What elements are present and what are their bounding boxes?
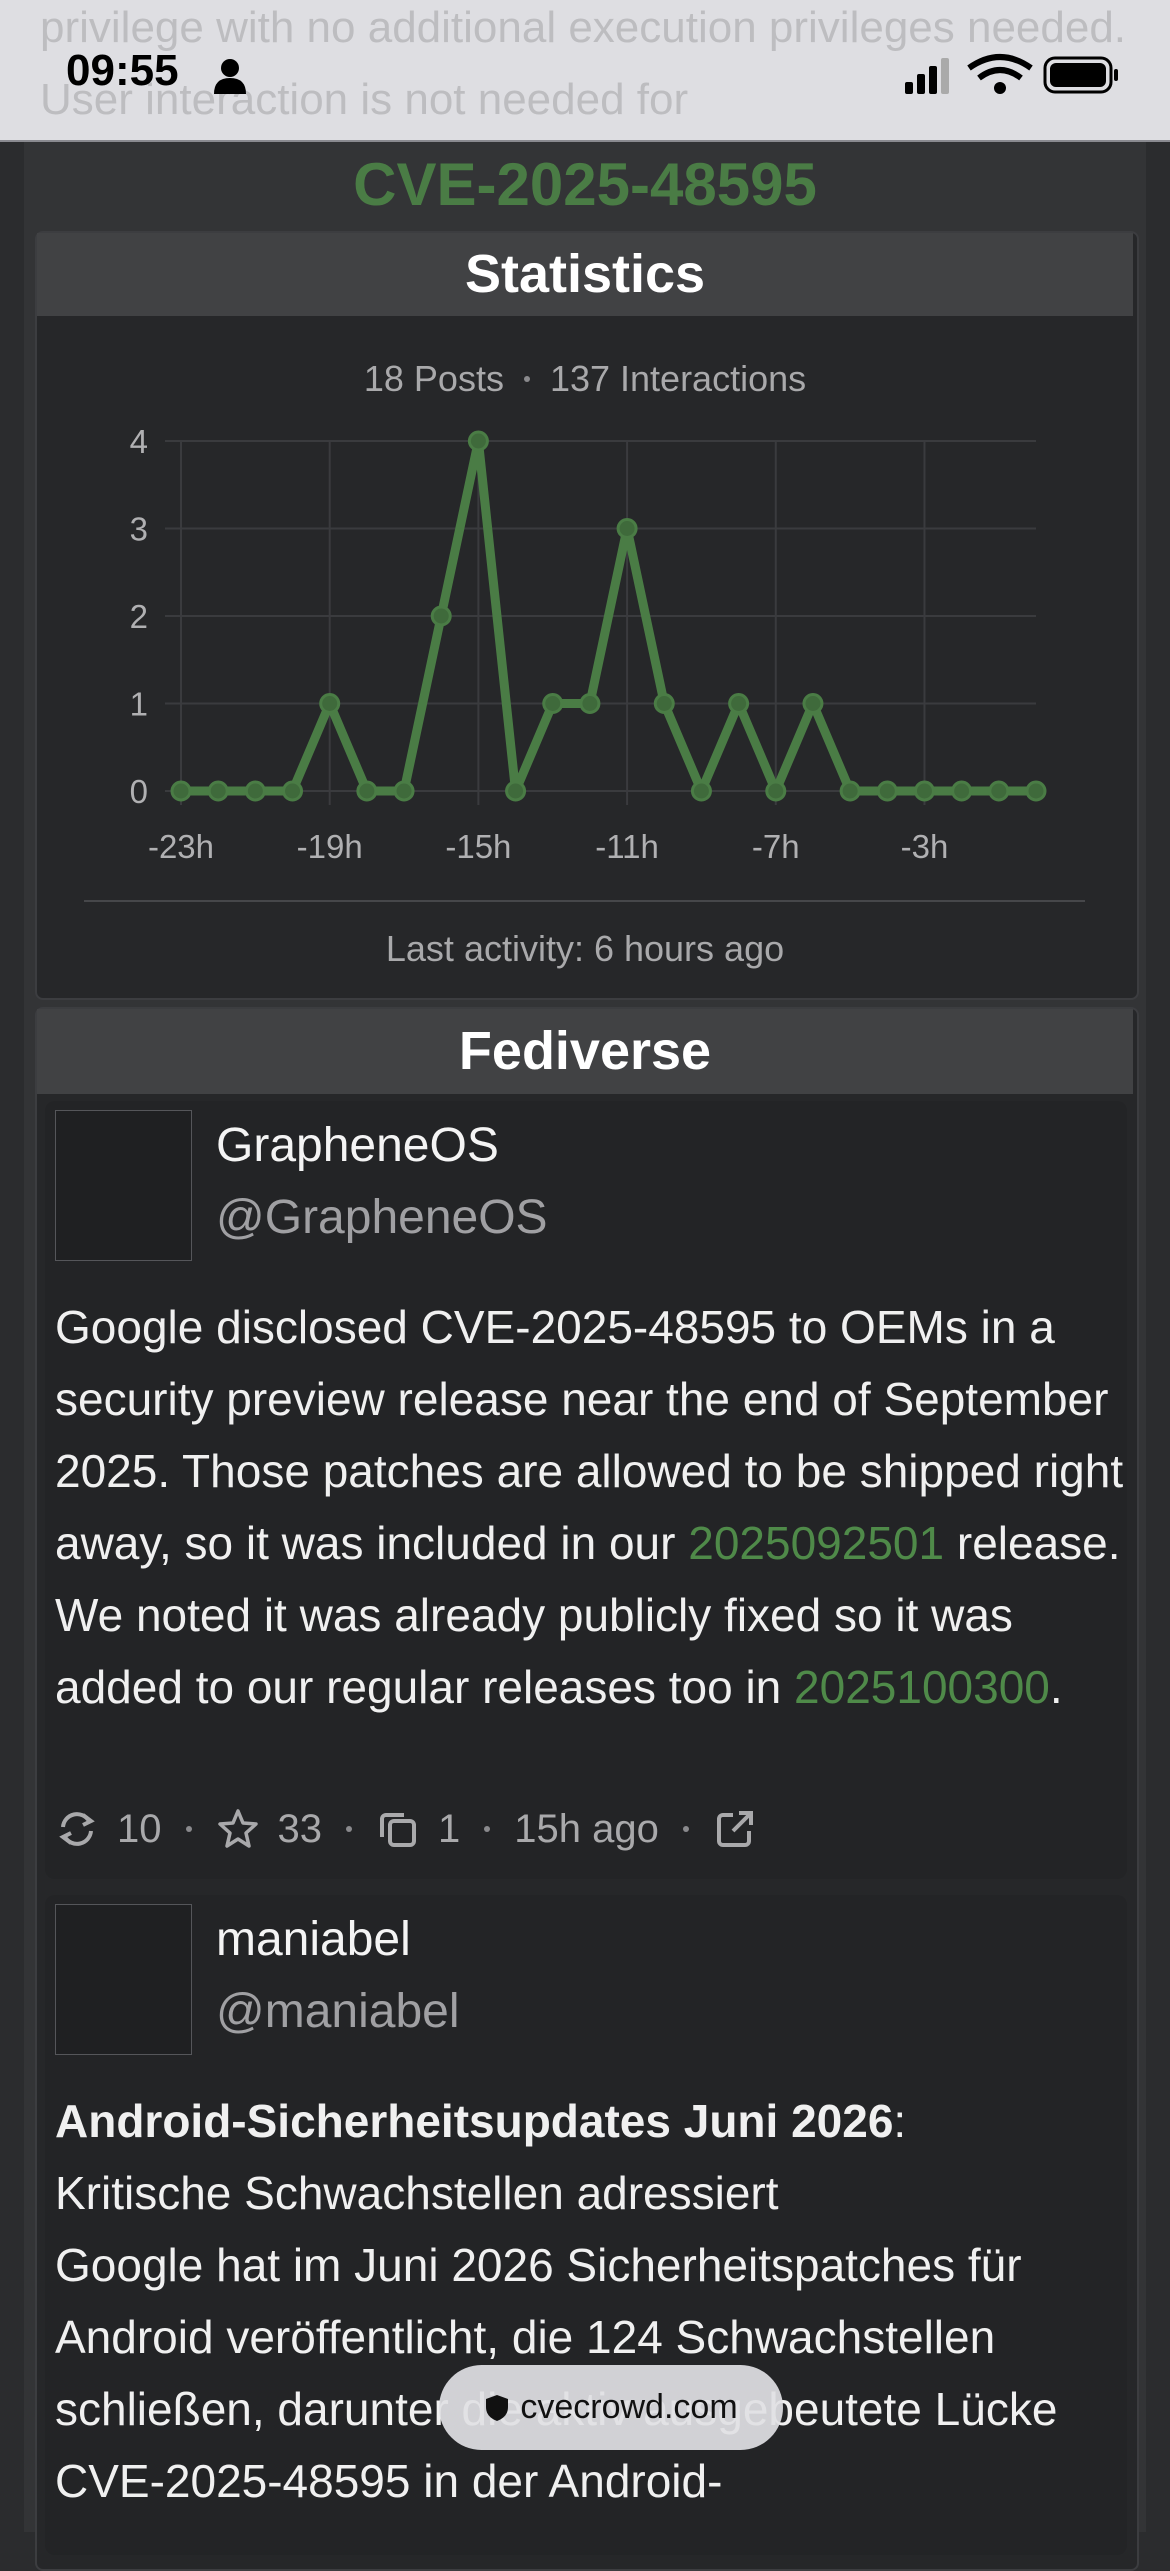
data-point [282, 780, 304, 802]
post-count: 18 Posts [363, 358, 504, 399]
data-point [728, 693, 750, 714]
post-body: Google disclosed CVE-2025-48595 to OEMs … [55, 1291, 1125, 1723]
open-external-icon[interactable] [713, 1807, 757, 1851]
data-point [913, 780, 935, 802]
separator [484, 1826, 491, 1832]
data-point [393, 780, 415, 802]
x-tick-label: -15h [445, 828, 511, 865]
status-bar: privilege with no additional execution p… [0, 0, 1170, 142]
data-point [467, 430, 489, 452]
separator [682, 1826, 689, 1832]
repost-count: 10 [117, 1806, 162, 1851]
data-point [542, 693, 564, 714]
statistics-summary: 18 Posts 137 Interactions [35, 358, 1135, 400]
data-point [1025, 780, 1047, 802]
url[interactable]: cvecrowd.com [520, 2388, 738, 2426]
statistics-header: Statistics [37, 233, 1133, 316]
data-point [430, 605, 452, 627]
data-point [505, 780, 527, 802]
author-handle[interactable]: @GrapheneOS [216, 1191, 548, 1244]
clock: 09:55 [66, 46, 179, 95]
post-heading: Android-Sicherheitsupdates Juni 2026 [55, 2095, 894, 2147]
interaction-count: 137 Interactions [549, 358, 807, 399]
separator [523, 376, 530, 382]
y-tick-label: 1 [130, 686, 148, 723]
data-point [690, 780, 712, 802]
y-tick-label: 3 [130, 511, 148, 548]
fediverse-header: Fediverse [37, 1009, 1133, 1094]
author-handle[interactable]: @maniabel [216, 1985, 460, 2038]
divider [84, 900, 1085, 902]
favourite-icon[interactable] [216, 1807, 260, 1851]
x-tick-label: -7h [752, 828, 800, 865]
data-point [876, 780, 898, 802]
post-text: Google hat im Juni 2026 Sicherheitspatch… [55, 2239, 1058, 2507]
y-tick-label: 2 [130, 598, 148, 635]
data-point [244, 780, 266, 802]
data-point [616, 518, 638, 539]
x-tick-label: -11h [595, 828, 659, 865]
quote-count: 1 [438, 1806, 461, 1851]
data-point [839, 780, 861, 802]
x-tick-label: -23h [148, 828, 214, 865]
post-text: : [893, 2095, 907, 2147]
data-point [207, 780, 229, 802]
release-link[interactable]: 2025100300 [794, 1661, 1050, 1713]
data-point [988, 780, 1010, 802]
data-point [356, 780, 378, 802]
data-point [319, 693, 341, 714]
separator [346, 1826, 352, 1832]
favourite-count: 33 [277, 1806, 323, 1851]
background-text: privilege with no additional execution p… [40, 3, 1127, 124]
data-point [653, 693, 675, 714]
url-bar[interactable]: cvecrowd.com [439, 2365, 783, 2450]
y-tick-label: 0 [130, 773, 148, 810]
data-point [951, 780, 973, 802]
x-tick-label: -19h [297, 828, 363, 865]
page-title: CVE-2025-48595 [353, 151, 817, 218]
post-card[interactable] [45, 1101, 1127, 1879]
author-name[interactable]: maniabel [216, 1913, 411, 1966]
system-icons [905, 54, 1118, 94]
post-text: release. We noted it was already publicl… [55, 1517, 1121, 1713]
repost-icon[interactable] [55, 1807, 99, 1851]
data-point [765, 780, 787, 802]
post-age[interactable]: 15h ago [514, 1806, 659, 1851]
data-point [579, 693, 601, 714]
post-text: Google disclosed CVE-2025-48595 to OEMs … [55, 1301, 1124, 1569]
data-point [170, 780, 192, 802]
author-name[interactable]: GrapheneOS [216, 1119, 499, 1172]
person-icon [214, 59, 246, 94]
last-activity: Last activity: 6 hours ago [385, 928, 785, 969]
release-link[interactable]: 2025092501 [688, 1517, 945, 1569]
post-text: . [1049, 1661, 1063, 1713]
quote-icon[interactable] [376, 1807, 420, 1851]
x-tick-label: -3h [901, 828, 949, 865]
post-stats: 10 33 1 15h ago [55, 1804, 757, 1854]
secure-icon [486, 2394, 509, 2421]
data-point [802, 693, 824, 714]
post-text: Kritische Schwachstellen adressiert [55, 2167, 779, 2219]
avatar[interactable] [55, 1904, 192, 2055]
separator [185, 1826, 192, 1832]
y-tick-label: 4 [130, 423, 148, 460]
activity-chart: 0 1 2 3 4 -23h -19h -15h -11h -7h -3h [130, 423, 1047, 865]
post-body: Android-Sicherheitsupdates Juni 2026: Kri… [55, 2085, 1125, 2517]
avatar[interactable] [55, 1110, 192, 1261]
